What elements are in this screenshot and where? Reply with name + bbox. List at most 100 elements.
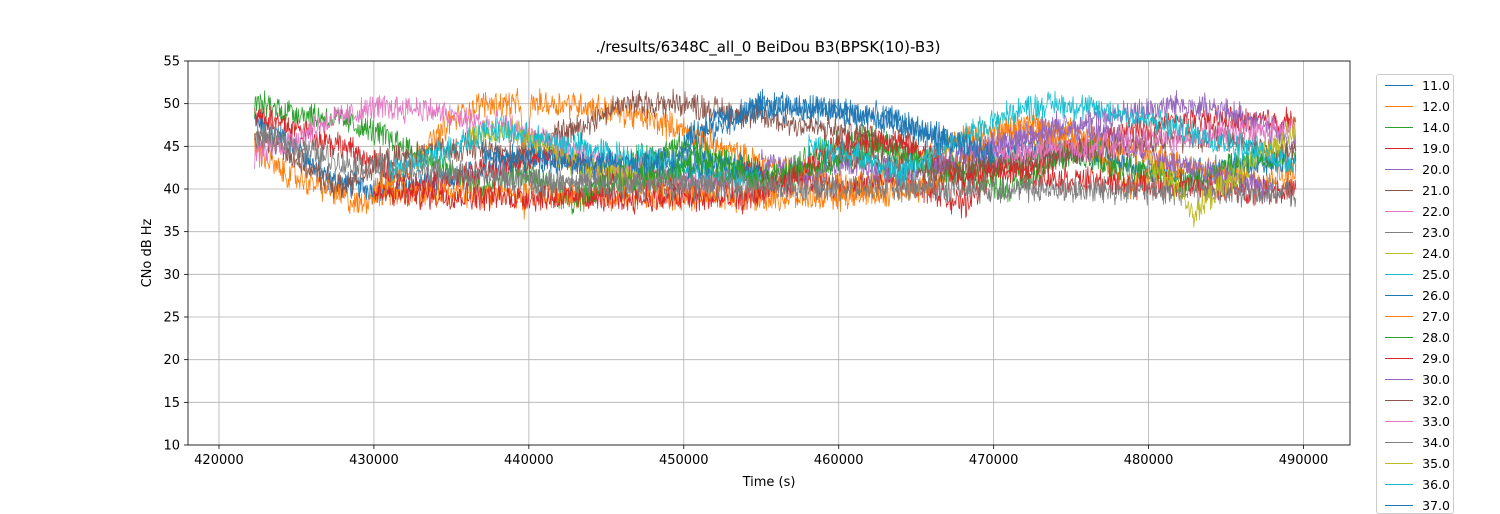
y-tick-label: 35 [163,225,180,240]
legend-label: 20.0 [1422,162,1450,177]
legend-label: 30.0 [1422,372,1450,387]
series-line [528,169,1297,208]
series-line [1148,116,1297,228]
series-line [466,118,654,188]
legend-item: 25.0 [1377,264,1453,285]
legend: 11.0 12.0 14.0 19.0 20.0 21.0 22.0 23.0 24.0 25.0… [1376,74,1454,514]
legend-item: 36.0 [1377,474,1453,495]
legend-swatch [1385,316,1413,317]
legend-swatch [1385,442,1413,443]
axis-ticks: 420000 430000 440000 450000 460000 470000 4800… [163,55,1328,469]
series-line [931,115,1273,202]
legend-label: 29.0 [1422,351,1450,366]
series-line [574,132,1103,207]
legend-label: 11.0 [1422,78,1450,93]
x-tick-label: 470000 [969,453,1019,468]
legend-label: 36.0 [1422,477,1450,492]
legend-item: 14.0 [1377,117,1453,138]
legend-item: 21.0 [1377,180,1453,201]
legend-label: 35.0 [1422,456,1450,471]
y-axis-label: CNo dB Hz [140,218,155,287]
series-line [254,88,917,199]
legend-swatch [1385,190,1413,191]
legend-label: 14.0 [1422,120,1450,135]
legend-label: 23.0 [1422,225,1450,240]
legend-swatch [1385,127,1413,128]
series-path [373,111,1180,213]
legend-swatch [1385,379,1413,380]
x-axis-label: Time (s) [742,475,796,490]
series-path [574,132,1103,207]
x-tick-label: 480000 [1124,453,1174,468]
legend-swatch [1385,421,1413,422]
legend-label: 19.0 [1422,141,1450,156]
legend-item: 22.0 [1377,201,1453,222]
series-path [466,118,654,188]
legend-label: 22.0 [1422,204,1450,219]
legend-item: 23.0 [1377,222,1453,243]
legend-item: 26.0 [1377,285,1453,306]
legend-label: 37.0 [1422,498,1450,513]
legend-swatch [1385,337,1413,338]
legend-label: 25.0 [1422,267,1450,282]
legend-swatch [1385,295,1413,296]
legend-item: 19.0 [1377,138,1453,159]
series-line [993,115,1297,168]
legend-item: 35.0 [1377,453,1453,474]
series-path [528,169,1297,208]
legend-item: 33.0 [1377,411,1453,432]
y-tick-label: 25 [163,311,180,326]
series-path [993,115,1297,168]
legend-item: 27.0 [1377,306,1453,327]
legend-label: 32.0 [1422,393,1450,408]
plot-frame [187,60,1351,446]
legend-label: 21.0 [1422,183,1450,198]
legend-item: 20.0 [1377,159,1453,180]
series-line [373,111,1180,213]
legend-item: 11.0 [1377,75,1453,96]
legend-item: 34.0 [1377,432,1453,453]
legend-swatch [1385,85,1413,86]
x-tick-label: 460000 [814,453,864,468]
x-tick-label: 420000 [194,453,244,468]
plot-area [254,87,1297,228]
legend-swatch [1385,148,1413,149]
y-tick-label: 20 [163,353,180,368]
legend-label: 27.0 [1422,309,1450,324]
legend-swatch [1385,232,1413,233]
y-tick-label: 45 [163,140,180,155]
series-line [482,141,762,181]
series-path [482,141,762,181]
legend-label: 33.0 [1422,414,1450,429]
legend-swatch [1385,484,1413,485]
legend-label: 34.0 [1422,435,1450,450]
series-path [254,88,917,199]
legend-label: 26.0 [1422,288,1450,303]
legend-swatch [1385,274,1413,275]
y-tick-label: 55 [163,55,180,70]
series-line [807,90,1297,187]
legend-label: 24.0 [1422,246,1450,261]
series-line [683,95,995,168]
x-tick-label: 450000 [659,453,709,468]
series-path [931,115,1273,202]
legend-swatch [1385,505,1413,506]
y-tick-label: 15 [163,396,180,411]
y-tick-label: 50 [163,97,180,112]
legend-swatch [1385,253,1413,254]
legend-item: 32.0 [1377,390,1453,411]
legend-item: 37.0 [1377,495,1453,513]
series-path [807,90,1297,187]
legend-item: 24.0 [1377,243,1453,264]
legend-item: 28.0 [1377,327,1453,348]
y-tick-label: 30 [163,268,180,283]
x-tick-label: 490000 [1279,453,1329,468]
legend-swatch [1385,106,1413,107]
legend-swatch [1385,358,1413,359]
legend-swatch [1385,463,1413,464]
legend-swatch [1385,169,1413,170]
legend-swatch [1385,400,1413,401]
legend-item: 30.0 [1377,369,1453,390]
legend-label: 28.0 [1422,330,1450,345]
legend-swatch [1385,211,1413,212]
